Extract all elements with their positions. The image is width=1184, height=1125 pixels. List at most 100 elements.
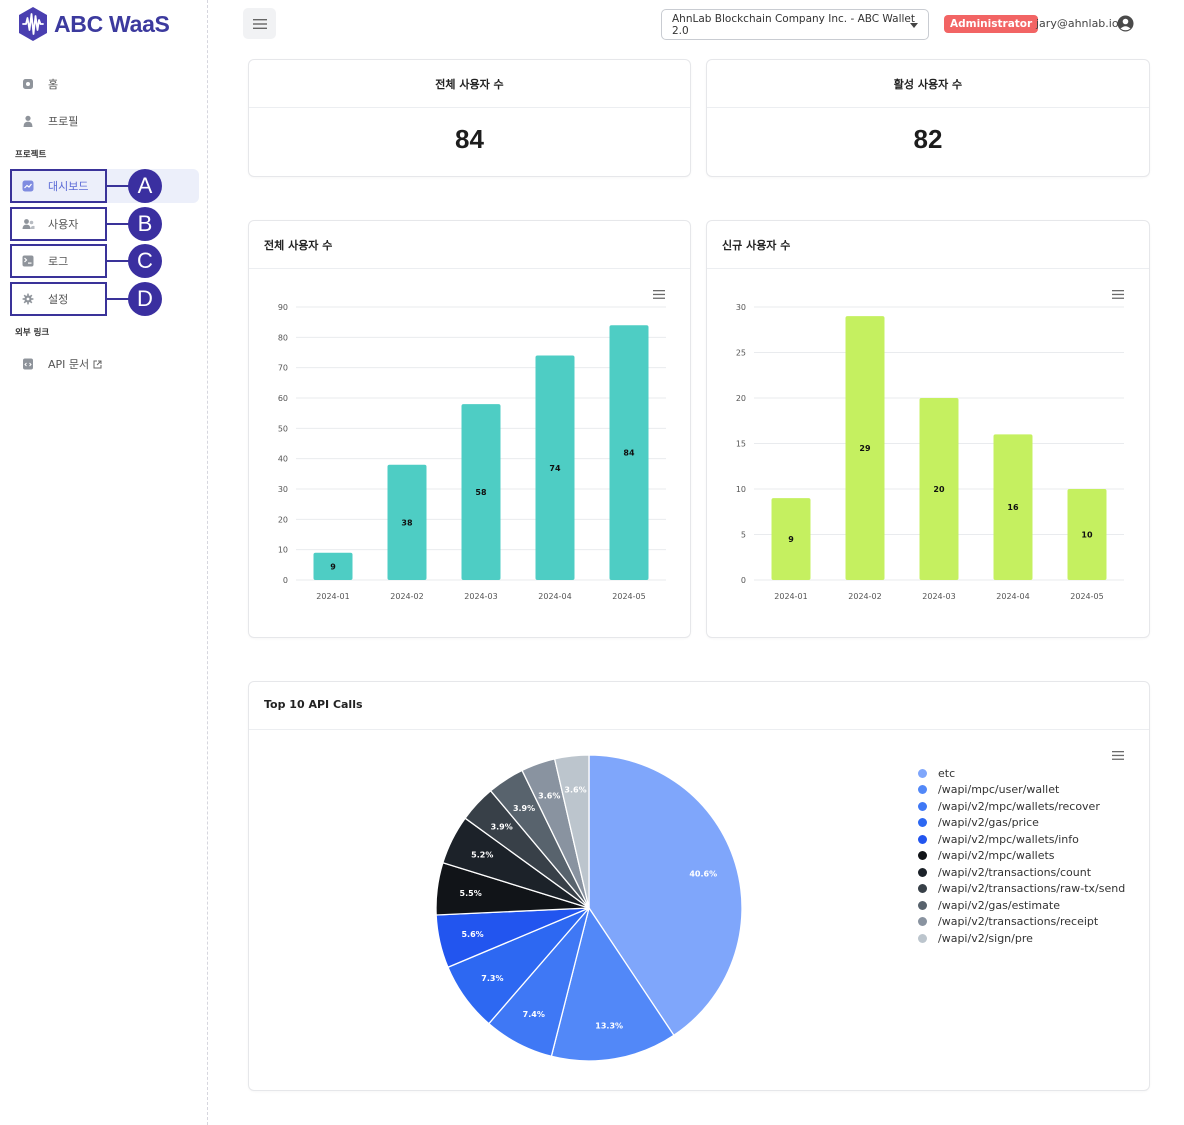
annotation-box-b [10,207,107,241]
legend-item[interactable]: /wapi/v2/mpc/wallets/recover [918,798,1125,815]
annotation-marker-b: B [128,207,162,241]
legend-marker [918,851,927,861]
brand-name: ABC WaaS [54,10,170,37]
bar[interactable] [313,552,353,580]
x-tick-label: 2024-02 [390,592,423,601]
section-label-external: 외부 링크 [15,328,50,338]
sidebar-item-logs[interactable]: 로그 [10,244,199,278]
y-tick-label: 15 [736,440,746,449]
x-tick-label: 2024-04 [996,592,1029,601]
chart-menu-icon[interactable] [1112,751,1124,760]
pie-slice-label: 7.3% [481,974,503,983]
sidebar-item-profile[interactable]: 프로필 [10,104,199,138]
bar[interactable] [993,434,1033,580]
pie-slice-label: 3.9% [491,823,513,832]
legend-marker [918,768,927,778]
legend-label: /wapi/v2/mpc/wallets [938,849,1055,863]
y-tick-label: 80 [278,333,288,342]
legend-item[interactable]: /wapi/v2/gas/price [918,815,1125,832]
chart-icon [21,179,35,193]
x-tick-label: 2024-03 [464,592,497,601]
sidebar-item-label: API 문서 [48,358,90,371]
legend-label: /wapi/v2/sign/pre [938,931,1033,945]
chart-menu-icon[interactable] [1112,290,1124,299]
pie-slice-label: 5.6% [461,930,483,939]
active-users-value: 82 [913,124,943,154]
legend-label: /wapi/v2/transactions/receipt [938,915,1099,929]
legend-label: /wapi/v2/gas/estimate [938,898,1060,912]
legend-item[interactable]: /wapi/v2/mpc/wallets/info [918,831,1125,848]
menu-toggle-button[interactable] [243,8,276,39]
legend-item[interactable]: /wapi/v2/sign/pre [918,930,1125,947]
home-icon [21,77,35,91]
bar[interactable] [461,404,501,580]
legend-marker [918,785,927,795]
role-badge: Administrator [944,15,1039,33]
legend-label: /wapi/v2/gas/price [938,816,1039,830]
pie-legend: etc/wapi/mpc/user/wallet/wapi/v2/mpc/wal… [918,765,1125,947]
legend-item[interactable]: /wapi/v2/gas/estimate [918,897,1125,914]
legend-label: etc [938,766,956,780]
legend-item[interactable]: /wapi/v2/transactions/raw-tx/send [918,881,1125,898]
total-users-title: 전체 사용자 수 [435,78,504,91]
sidebar-item-api-docs[interactable]: API 문서 [10,347,199,381]
pie-slice[interactable] [550,906,675,1062]
legend-label: /wapi/v2/mpc/wallets/recover [938,799,1100,813]
bar[interactable] [609,325,649,580]
hamburger-icon [252,18,267,29]
legend-item[interactable]: /wapi/mpc/user/wallet [918,782,1125,799]
legend-item[interactable]: /wapi/v2/transactions/receipt [918,914,1125,931]
user-email: jary@ahnlab.io [1036,17,1119,30]
legend-item[interactable]: /wapi/v2/mpc/wallets [918,848,1125,865]
person-icon [21,114,35,128]
legend-item[interactable]: etc [918,765,1125,782]
legend-item[interactable]: /wapi/v2/transactions/count [918,864,1125,881]
bar[interactable] [387,464,427,580]
annotation-line-a [107,185,129,187]
organization-select[interactable]: AhnLab Blockchain Company Inc. - ABC Wal… [661,9,929,40]
annotation-box-c [10,244,107,278]
brand-logo[interactable]: ABC WaaS [16,6,170,42]
legend-marker [918,900,927,910]
x-tick-label: 2024-02 [848,592,881,601]
sidebar-item-label: 설정 [48,293,69,306]
legend-marker [918,917,927,927]
bar[interactable] [1067,489,1107,580]
active-users-title: 활성 사용자 수 [893,78,963,91]
pie-slice-label: 40.6% [689,869,717,878]
y-tick-label: 10 [278,546,288,555]
y-tick-label: 5 [741,531,746,540]
pie-slice-label: 3.6% [564,785,586,794]
pie-slice-label: 13.3% [595,1022,623,1031]
bar[interactable] [919,398,959,580]
sidebar-item-label: 로그 [48,255,69,268]
legend-label: /wapi/v2/transactions/count [938,865,1092,879]
legend-marker [918,867,927,877]
pie-slice[interactable] [553,754,590,909]
organization-select-value: AhnLab Blockchain Company Inc. - ABC Wal… [672,12,915,37]
y-tick-label: 60 [278,394,288,403]
api-calls-pie-chart: 40.6%13.3%7.4%7.3%5.6%5.5%5.2%3.9%3.9%3.… [435,754,743,1062]
y-tick-label: 70 [278,364,288,373]
pie-slice-label: 3.9% [513,804,535,813]
bar[interactable] [535,355,575,580]
sidebar-item-settings[interactable]: 설정 [10,282,199,316]
pie-slice-label: 5.5% [460,889,482,898]
annotation-box-d [10,282,107,316]
sidebar-item-dashboard[interactable]: 대시보드 [10,169,199,203]
bar[interactable] [845,316,885,580]
annotation-marker-c: C [128,244,162,278]
sidebar-item-label: 사용자 [48,218,79,231]
chart-title: Top 10 API Calls [264,698,363,711]
chart-menu-icon[interactable] [653,290,665,299]
x-tick-label: 2024-05 [612,592,645,601]
y-tick-label: 40 [278,455,288,464]
code-doc-icon [21,357,35,371]
sidebar-item-users[interactable]: 사용자 [10,207,199,241]
bar[interactable] [771,498,811,580]
x-tick-label: 2024-04 [538,592,571,601]
sidebar: ABC WaaS 홈 프로필 프로젝트 대시보드 사용자 [0,0,208,1125]
bar-value-label: 58 [475,488,487,497]
sidebar-item-home[interactable]: 홈 [10,67,199,101]
account-icon[interactable] [1117,15,1134,36]
